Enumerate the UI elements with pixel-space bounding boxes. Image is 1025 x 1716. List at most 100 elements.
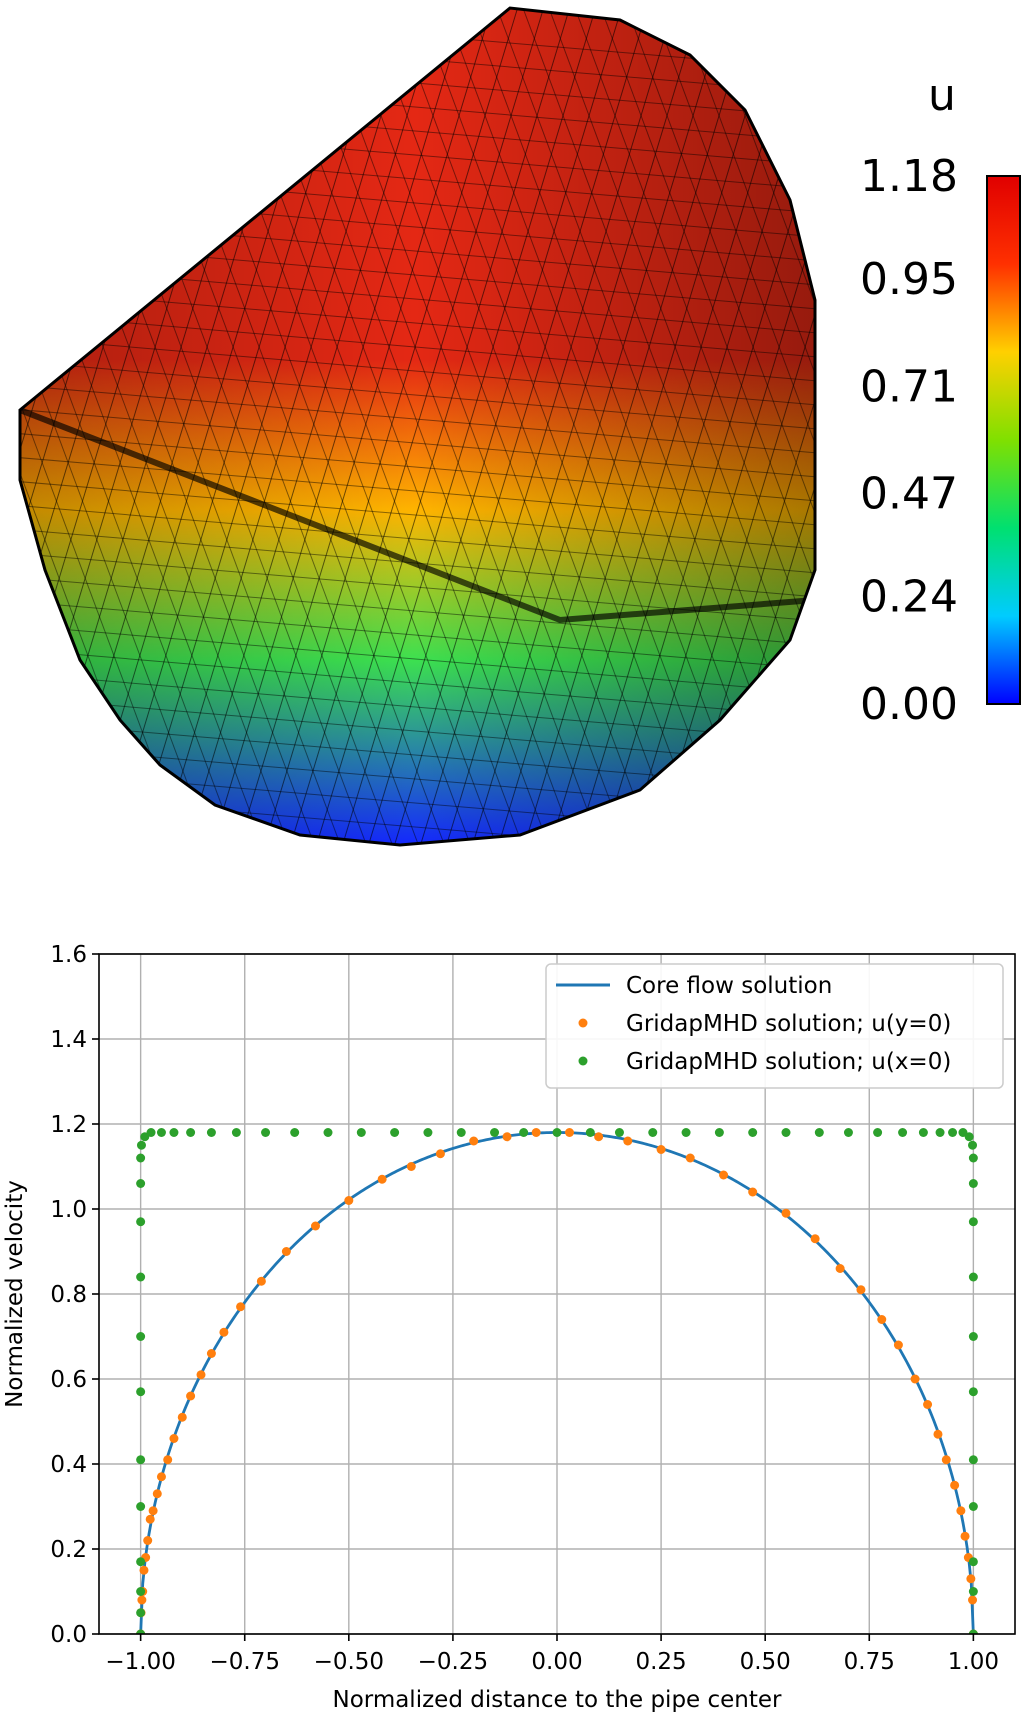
data-point [964, 1132, 974, 1142]
data-point [236, 1302, 246, 1312]
mesh-edge [20, 359, 815, 431]
x-tick-label: 0.75 [844, 1649, 895, 1675]
data-point [968, 1502, 978, 1511]
mesh-edge [389, 8, 651, 845]
data-point [156, 1128, 166, 1137]
data-point [390, 1128, 400, 1137]
mesh-edge [20, 575, 815, 647]
data-point [648, 1128, 658, 1137]
mesh-edge [363, 8, 625, 845]
mesh-edge [597, 8, 815, 845]
legend-label-core: Core flow solution [626, 973, 832, 999]
data-point [469, 1136, 479, 1146]
colorbar-gradient [986, 175, 1021, 705]
data-point [623, 1136, 633, 1146]
data-point [856, 1285, 866, 1295]
mesh-edge [20, 479, 815, 551]
y-axis-ticks: 0.0 0.2 0.4 0.6 0.8 1.0 1.2 1.4 1.6 [50, 942, 99, 1648]
mesh-edge [20, 383, 815, 455]
data-point [196, 1370, 206, 1380]
mesh-edge [207, 8, 469, 845]
data-point [146, 1128, 156, 1137]
data-point [968, 1455, 978, 1465]
data-point [136, 1502, 146, 1511]
mesh-edge [259, 8, 521, 845]
mesh-edge [311, 8, 633, 845]
mesh-edge [20, 8, 815, 71]
mesh-edge [389, 8, 711, 845]
data-point [968, 1217, 978, 1227]
mesh-edge [20, 8, 217, 845]
data-point [177, 1412, 187, 1422]
data-point [968, 1629, 978, 1634]
data-point [877, 1315, 887, 1324]
mesh-edge [20, 455, 815, 527]
mesh-edge [311, 8, 573, 845]
data-point [311, 1221, 321, 1231]
data-point [136, 1217, 146, 1227]
data-point [714, 1128, 724, 1137]
data-point [966, 1574, 976, 1584]
data-point [169, 1128, 179, 1137]
chart-series [136, 1128, 978, 1634]
colorbar-tick-label: 0.24 [860, 572, 958, 623]
data-point [502, 1132, 512, 1142]
x-tick-label: −0.25 [418, 1649, 488, 1675]
data-point [923, 1400, 933, 1409]
colorbar-tick-label: 0.00 [860, 679, 958, 730]
data-point [781, 1128, 791, 1137]
mesh-edge [467, 8, 729, 845]
data-point [968, 1595, 978, 1605]
mesh-edge [20, 311, 815, 383]
mesh-edge [0, 864, 830, 934]
mesh-edge [441, 8, 763, 845]
data-point [423, 1128, 433, 1137]
data-point [169, 1434, 179, 1443]
y-tick-label: 1.2 [50, 1112, 87, 1138]
data-point [585, 1128, 595, 1137]
data-point [835, 1264, 845, 1273]
legend: Core flow solution GridapMHD solution; u… [545, 963, 1004, 1089]
data-point [968, 1587, 978, 1596]
colorbar-tick-label: 1.18 [860, 151, 958, 202]
x-tick-label: 0.50 [740, 1649, 791, 1675]
data-point [656, 1145, 666, 1154]
mesh-edge [363, 8, 685, 845]
mesh-edge [649, 8, 815, 845]
data-point [145, 1514, 155, 1524]
data-point [136, 1557, 146, 1567]
mesh-edge [20, 671, 815, 743]
mesh-edge [20, 335, 815, 407]
mesh-edge [20, 8, 191, 845]
mesh-edge [623, 8, 815, 845]
data-point [344, 1196, 354, 1205]
data-point [148, 1506, 158, 1516]
data-point [968, 1140, 978, 1150]
mesh-edge [20, 8, 269, 845]
colorbar-tick-label: 0.95 [860, 254, 958, 305]
y-tick-label: 1.4 [50, 1027, 87, 1053]
mesh-outline [18, 6, 817, 847]
series-points-u-x0 [136, 1128, 978, 1634]
mesh-edge [20, 623, 815, 695]
data-point [136, 1587, 146, 1596]
data-point [552, 1128, 562, 1137]
data-point [219, 1327, 229, 1337]
data-point [810, 1234, 820, 1244]
legend-swatch-dot [578, 1056, 588, 1066]
x-tick-label: 0.00 [531, 1649, 582, 1675]
data-point [968, 1387, 978, 1397]
data-point [261, 1128, 271, 1137]
mesh-edge [20, 8, 243, 845]
data-point [681, 1128, 691, 1137]
mesh-edge [181, 8, 443, 845]
data-point [456, 1128, 466, 1137]
colorbar-tick-label: 0.47 [860, 469, 958, 520]
data-point [968, 1153, 978, 1163]
mesh-edge [20, 407, 815, 479]
data-point [950, 1480, 960, 1490]
mesh-edge [675, 8, 815, 845]
mesh-edge [20, 599, 815, 671]
mesh-edge [20, 23, 815, 95]
